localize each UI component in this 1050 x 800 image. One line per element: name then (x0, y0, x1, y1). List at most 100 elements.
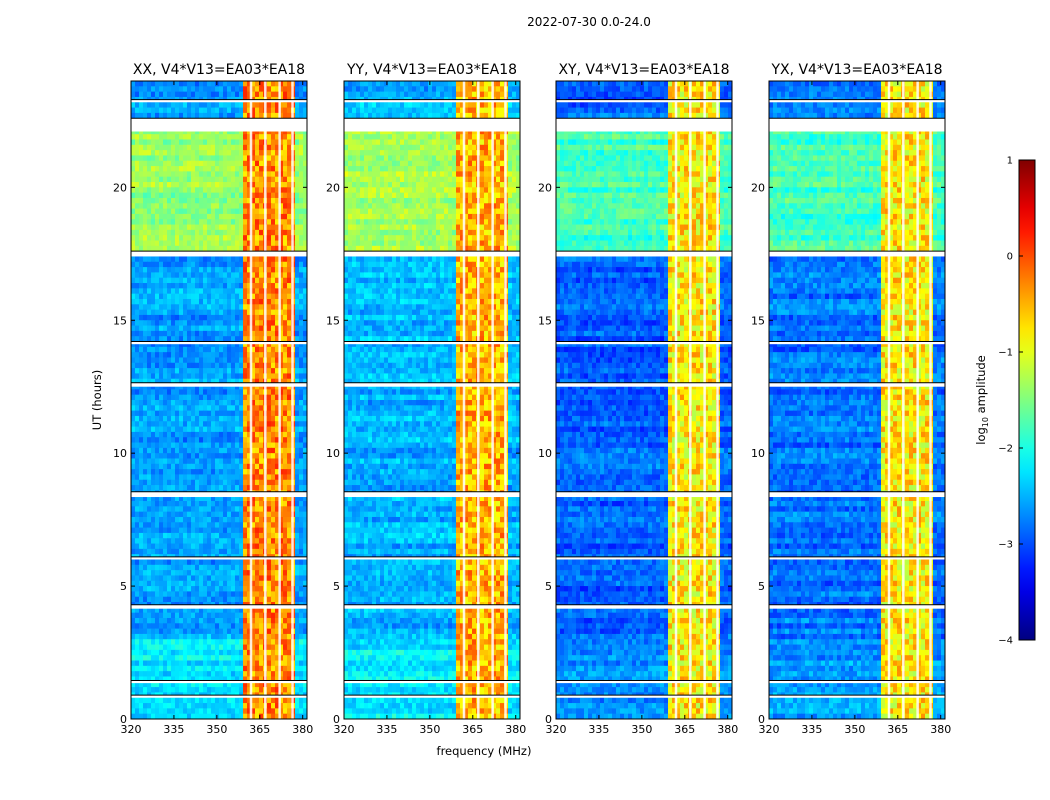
heatmap-cell (207, 596, 212, 603)
heatmap-cell (139, 171, 144, 178)
heatmap-cell (243, 378, 248, 385)
heatmap-cell (207, 463, 212, 470)
heatmap-cell (167, 86, 172, 93)
heatmap-cell (195, 421, 200, 428)
heatmap-cell (231, 469, 236, 476)
heatmap-cell (271, 102, 276, 109)
heatmap-cell (135, 681, 140, 688)
heatmap-cell (183, 400, 188, 406)
heatmap-cell (275, 203, 280, 210)
heatmap-cell (179, 559, 184, 566)
heatmap-cell (251, 171, 256, 178)
heatmap-cell (239, 314, 244, 321)
heatmap-cell (131, 495, 136, 502)
heatmap-cell (215, 134, 220, 141)
heatmap-cell (223, 91, 228, 98)
heatmap-cell (147, 442, 152, 449)
heatmap-cell (203, 479, 208, 486)
heatmap-cell (227, 644, 232, 651)
heatmap-cell (227, 208, 232, 215)
heatmap-cell (275, 516, 280, 523)
heatmap-cell (167, 501, 172, 507)
heatmap-cell (143, 293, 148, 300)
heatmap-cell (135, 197, 140, 204)
heatmap-cell (203, 144, 208, 151)
heatmap-cell (167, 431, 172, 438)
heatmap-cell (131, 410, 136, 417)
heatmap-cell (247, 192, 252, 199)
heatmap-cell (223, 176, 228, 183)
heatmap-cell (243, 426, 248, 433)
heatmap-cell (219, 660, 224, 667)
heatmap-cell (287, 134, 292, 141)
heatmap-cell (283, 81, 288, 87)
heatmap-cell (199, 660, 204, 667)
heatmap-cell (299, 548, 304, 555)
heatmap-cell (287, 532, 292, 539)
heatmap-cell (219, 431, 224, 438)
heatmap-cell (155, 575, 160, 582)
heatmap-cell (231, 155, 236, 162)
heatmap-cell (155, 644, 160, 651)
heatmap-cell (211, 538, 216, 545)
heatmap-cell (199, 219, 204, 226)
heatmap-cell (303, 171, 307, 178)
heatmap-cell (167, 559, 172, 566)
heatmap-cell (139, 357, 144, 364)
heatmap-cell (235, 559, 240, 566)
heatmap-cell (219, 144, 224, 151)
heatmap-cell (159, 203, 164, 210)
heatmap-cell (207, 139, 212, 146)
heatmap-cell (163, 134, 168, 141)
heatmap-cell (227, 298, 232, 305)
heatmap-cell (247, 182, 252, 188)
heatmap-cell (243, 197, 248, 204)
heatmap-cell (207, 314, 212, 321)
heatmap-cell (135, 86, 140, 93)
heatmap-cell (227, 415, 232, 422)
heatmap-cell (287, 86, 292, 93)
heatmap-cell (203, 197, 208, 204)
heatmap-cell (275, 378, 280, 385)
heatmap-cell (243, 548, 248, 555)
heatmap-cell (187, 245, 192, 252)
heatmap-cell (195, 293, 200, 300)
heatmap-cell (255, 176, 260, 183)
heatmap-cell (215, 187, 220, 194)
heatmap-cell (287, 570, 292, 577)
heatmap-cell (167, 623, 172, 630)
heatmap-cell (143, 171, 148, 178)
heatmap-cell (279, 229, 284, 236)
heatmap-cell (187, 522, 192, 529)
heatmap-cell (275, 134, 280, 141)
heatmap-cell (195, 325, 200, 332)
heatmap-cell (163, 150, 168, 157)
heatmap-cell (187, 368, 192, 375)
heatmap-cell (131, 208, 136, 215)
heatmap-cell (211, 166, 216, 172)
heatmap-cell (215, 298, 220, 305)
heatmap-cell (195, 81, 200, 87)
heatmap-cell (211, 607, 216, 614)
heatmap-cell (139, 128, 144, 135)
heatmap-cell (215, 655, 220, 662)
heatmap-cell (139, 288, 144, 295)
heatmap-cell (215, 506, 220, 513)
heatmap-cell (295, 400, 300, 406)
heatmap-cell (143, 298, 148, 305)
heatmap-cell (199, 144, 204, 151)
heatmap-cell (239, 612, 244, 619)
heatmap-cell (187, 538, 192, 545)
heatmap-cell (255, 453, 260, 460)
heatmap-cell (295, 426, 300, 433)
heatmap-cell (259, 607, 264, 614)
heatmap-cell (223, 203, 228, 210)
heatmap-cell (303, 612, 307, 619)
heatmap-cell (303, 591, 307, 598)
heatmap-cell (167, 628, 172, 635)
heatmap-cell (287, 362, 292, 369)
heatmap-cell (247, 639, 252, 646)
heatmap-cell (279, 272, 284, 279)
heatmap-cell (295, 527, 300, 534)
heatmap-cell (287, 102, 292, 109)
